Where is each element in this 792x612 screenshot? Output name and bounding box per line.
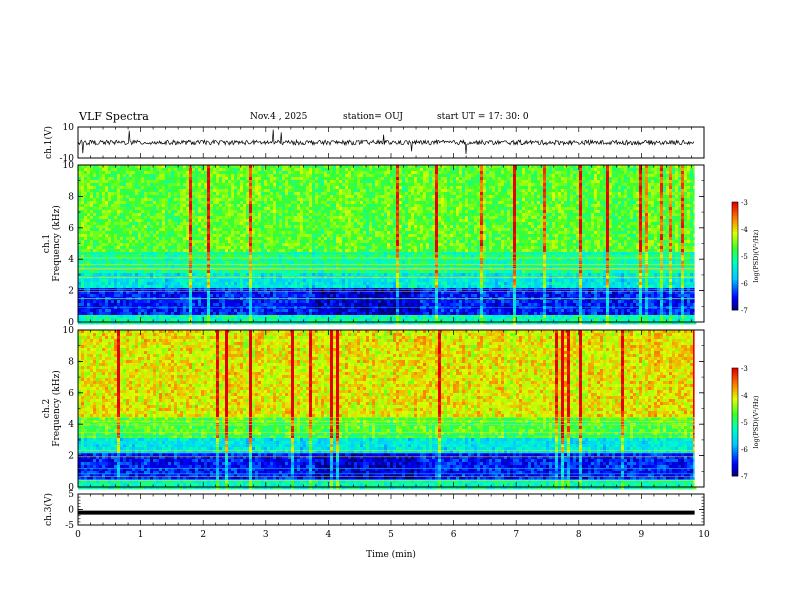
xtick-label: 6 (451, 530, 457, 540)
colorbar-label: log(PSD)(V²/Hz) (752, 229, 760, 282)
xtick-label: 3 (263, 530, 269, 540)
ytick-label: -5 (65, 521, 74, 531)
colorbar-tick-label: -6 (741, 446, 748, 454)
colorbar-tick-label: -5 (741, 253, 748, 261)
colorbar-tick-label: -3 (741, 199, 748, 207)
colorbar-label: log(PSD)(V²/Hz) (752, 395, 760, 448)
ytick-label: 6 (68, 224, 74, 234)
ytick-label: 8 (68, 357, 74, 367)
ytick-label: 2 (68, 287, 74, 297)
date-label: Nov.4 , 2025 (250, 112, 307, 122)
colorbar-tick-label: -5 (741, 419, 748, 427)
ytick-label: 4 (68, 420, 74, 430)
ch2-spectrogram (78, 330, 704, 489)
xtick-label: 10 (698, 530, 710, 540)
colorbar-tick-label: -7 (741, 473, 748, 481)
ch1-colorbar: -3 -4 -5 -6 -7 log(PSD)(V²/Hz) (732, 199, 760, 315)
ytick-label: 10 (63, 326, 75, 336)
xtick-label: 2 (200, 530, 206, 540)
colorbar-tick-label: -3 (741, 365, 748, 373)
colorbar-tick-label: -4 (741, 392, 748, 400)
ch1-freq-axis-label: ch.1 Frequency (kHz) (42, 205, 62, 282)
chart-title: VLF Spectra (79, 110, 149, 123)
x-axis-label: Time (min) (366, 549, 416, 560)
ytick-label: 10 (63, 161, 75, 171)
xtick-label: 5 (388, 530, 394, 540)
ch1-waveform (78, 130, 694, 154)
colorbar-tick-label: -7 (741, 307, 748, 315)
ch1-spectrogram (78, 165, 704, 324)
ch1-trace-line (78, 130, 694, 154)
ytick-label: 0 (68, 506, 74, 516)
ch2-colorbar: -3 -4 -5 -6 -7 log(PSD)(V²/Hz) (732, 365, 760, 481)
ytick-label: 2 (68, 452, 74, 462)
ch1-axis-label: ch.1(V) (43, 126, 54, 159)
ch3-axis-label: ch.3(V) (43, 493, 54, 526)
xtick-label: 7 (513, 530, 519, 540)
ch2-freq-axis-label: ch.2 Frequency (kHz) (42, 370, 62, 447)
colorbar-tick-label: -6 (741, 280, 748, 288)
ytick-label: 4 (68, 255, 74, 265)
start-ut-label: start UT = 17: 30: 0 (437, 112, 529, 122)
xtick-label: 8 (576, 530, 582, 540)
ytick-label: 8 (68, 192, 74, 202)
ytick-label: 10 (63, 123, 75, 133)
ytick-label: 6 (68, 389, 74, 399)
ytick-label: 5 (68, 490, 74, 500)
xtick-label: 0 (75, 530, 81, 540)
colorbar-tick-label: -4 (741, 226, 748, 234)
xtick-label: 4 (326, 530, 332, 540)
xtick-label: 1 (138, 530, 144, 540)
xtick-label: 9 (639, 530, 645, 540)
station-label: station= OUJ (343, 112, 403, 122)
